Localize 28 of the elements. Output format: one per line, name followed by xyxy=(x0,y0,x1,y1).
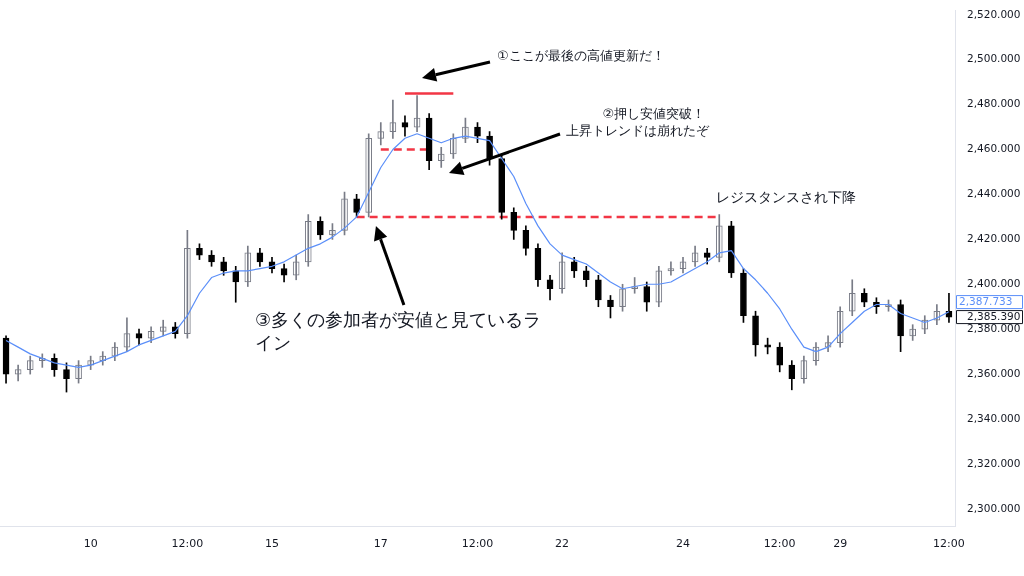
x-tick-label: 12:00 xyxy=(933,537,965,551)
annotation: レジスタンスされ下降 xyxy=(716,188,856,207)
y-tick-label: 2,300.000 xyxy=(967,501,1021,514)
text: 2,387.733 xyxy=(959,294,1013,307)
x-tick-label: 17 xyxy=(373,537,388,551)
x-tick-label: 15 xyxy=(264,537,279,551)
y-tick-label: 2,400.000 xyxy=(967,277,1021,289)
x-tick-label: 12:00 xyxy=(763,537,796,551)
y-tick-label: 2,480.000 xyxy=(967,97,1021,110)
annotation: ②押し安値突破！上昇トレンドは崩れたぞ xyxy=(566,106,710,140)
y-tick-label: 2,520.000 xyxy=(967,7,1021,20)
y-tick-label: 2,360.000 xyxy=(967,366,1021,379)
annotation: ①ここが最後の高値更新だ！ xyxy=(497,48,665,65)
x-tick-label: 29 xyxy=(833,537,848,551)
y-tick-label: 2,420.000 xyxy=(967,232,1021,245)
y-tick-label: 2,340.000 xyxy=(967,411,1021,424)
y-tick-label: 2,460.000 xyxy=(967,142,1021,155)
y-tick-label: 2,385.390 xyxy=(967,309,1021,322)
y-tick-label: 2,380.000 xyxy=(967,321,1021,334)
y-tick-label: 2,320.000 xyxy=(967,456,1021,469)
annotation: ③多くの参加者が安値と見ているライン xyxy=(255,308,543,355)
x-tick-label: 22 xyxy=(555,537,570,551)
x-tick-label: 12:00 xyxy=(171,537,204,551)
y-tick-label: 2,500.000 xyxy=(967,52,1021,65)
y-tick-label: 2,440.000 xyxy=(967,187,1021,200)
x-tick-label: 12:00 xyxy=(461,537,494,551)
x-tick-label: 24 xyxy=(676,537,691,551)
x-tick-label: 10 xyxy=(83,537,98,551)
